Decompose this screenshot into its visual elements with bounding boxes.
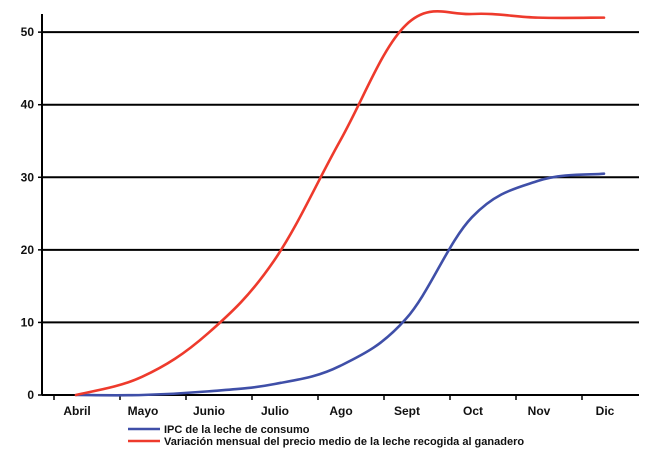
y-tick-label-10: 10 <box>21 315 35 329</box>
x-tick-label-ago: Ago <box>329 404 352 418</box>
x-tick-label-dic: Dic <box>596 404 615 418</box>
legend-label-variacion: Variación mensual del precio medio de la… <box>164 436 524 448</box>
y-tick-label-0: 0 <box>27 388 34 402</box>
x-tick-label-nov: Nov <box>528 404 551 418</box>
x-tick-labels: Abril Mayo Junio Julio Ago Sept Oct Nov Dic <box>63 404 614 418</box>
gridlines <box>42 31 639 324</box>
legend: IPC de la leche de consumo Variación men… <box>128 424 524 448</box>
x-tick-label-sept: Sept <box>394 404 420 418</box>
series-line-1 <box>74 10 606 397</box>
y-tick-label-30: 30 <box>21 170 35 184</box>
x-tick-label-julio: Julio <box>261 404 289 418</box>
axes <box>38 14 639 400</box>
x-tick-label-oct: Oct <box>463 404 483 418</box>
x-tick-label-mayo: Mayo <box>128 404 159 418</box>
y-tick-label-20: 20 <box>21 243 35 257</box>
y-tick-labels: 0 10 20 30 40 50 <box>21 25 35 402</box>
legend-label-ipc: IPC de la leche de consumo <box>164 424 310 436</box>
y-tick-label-50: 50 <box>21 25 35 39</box>
x-tick-label-junio: Junio <box>193 404 225 418</box>
series-line-0 <box>74 172 606 397</box>
y-tick-label-40: 40 <box>21 98 35 112</box>
series-lines <box>74 10 606 397</box>
x-tick-label-abril: Abril <box>63 404 90 418</box>
